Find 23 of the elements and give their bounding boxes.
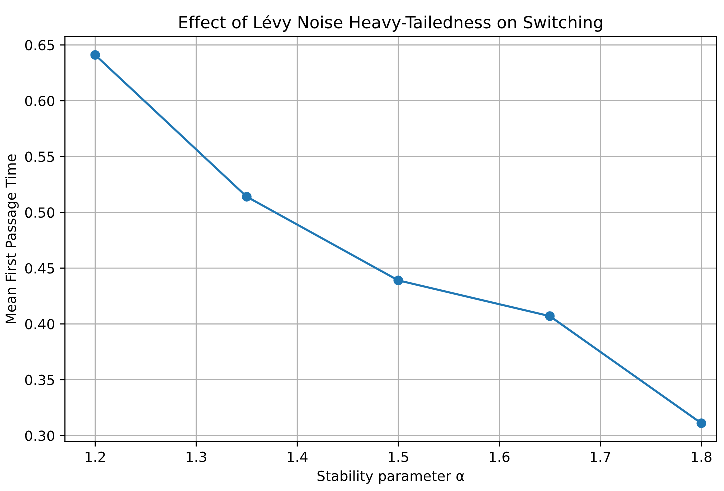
chart-title: Effect of Lévy Noise Heavy-Tailedness on Switching xyxy=(180,15,602,32)
point xyxy=(696,418,706,428)
x-tick-label: 1.4 xyxy=(288,452,308,462)
point xyxy=(545,312,555,322)
point xyxy=(242,192,252,202)
y-tick-label: 0.50 xyxy=(25,208,55,218)
x-tick-label: 1.5 xyxy=(389,452,408,462)
x-tick-label: 1.8 xyxy=(692,452,712,462)
x-tick-label: 1.7 xyxy=(591,452,610,462)
x-tick-label: 1.3 xyxy=(186,452,206,462)
y-tick-label: 0.65 xyxy=(25,40,54,51)
x-tick-label: 1.6 xyxy=(490,452,510,462)
y-tick-label: 0.55 xyxy=(25,152,54,162)
y-tick-label: 0.40 xyxy=(25,319,55,330)
y-tick-label: 0.30 xyxy=(25,430,55,442)
x-tick-label: 1.2 xyxy=(86,452,106,462)
point xyxy=(394,276,404,286)
y-axis-title: Mean First Passage Time xyxy=(6,154,19,324)
point xyxy=(90,50,100,60)
y-tick-label: 0.35 xyxy=(25,374,54,386)
y-tick-label: 0.60 xyxy=(25,96,55,106)
y-tick-label: 0.45 xyxy=(25,263,54,274)
x-axis-title: Stability parameter α xyxy=(318,470,464,484)
